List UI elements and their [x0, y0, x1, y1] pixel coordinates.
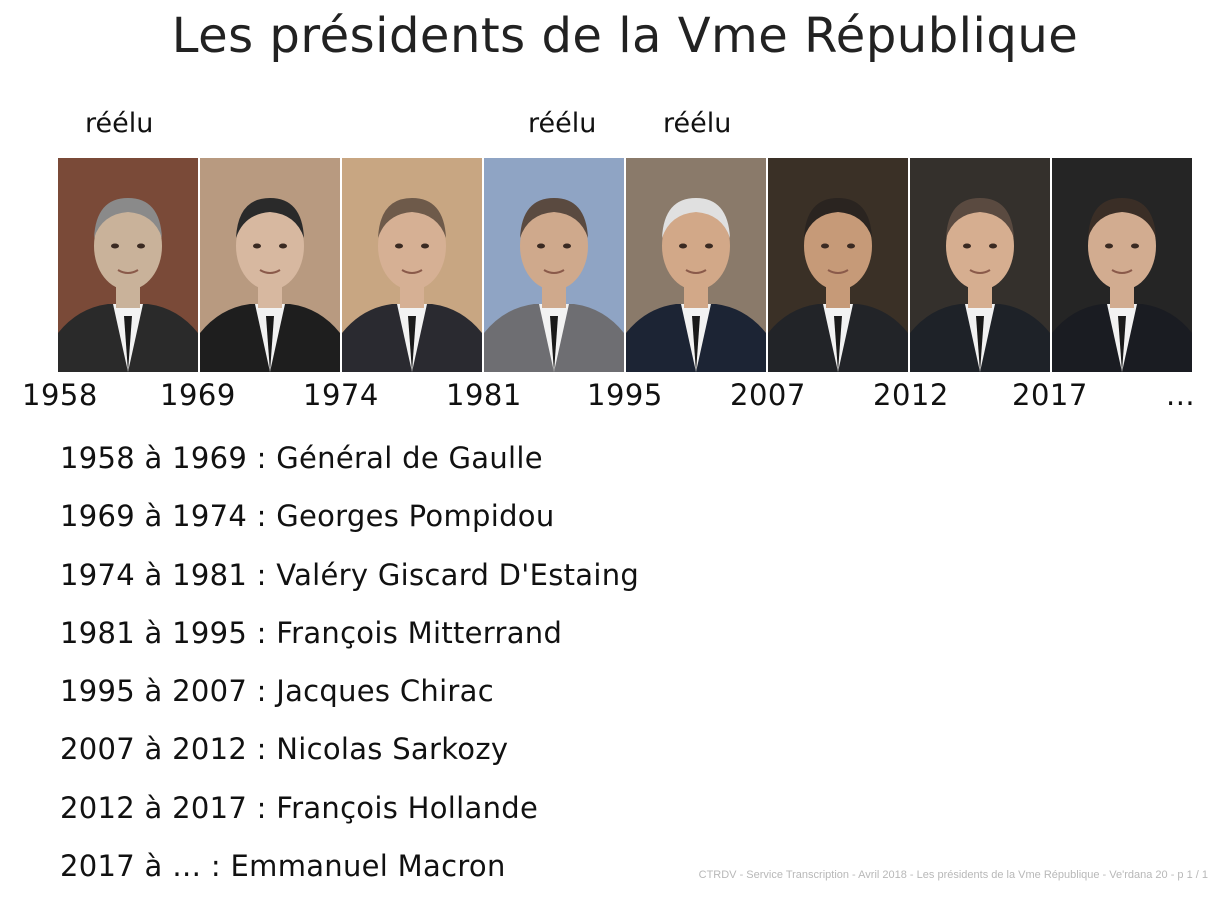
year-label: 1974 — [303, 378, 379, 412]
year-label: 1969 — [160, 378, 236, 412]
list-item: 2012 à 2017 : François Hollande — [60, 790, 539, 825]
reelu-label-chirac: réélu — [663, 108, 732, 139]
portrait-hollande-icon — [910, 158, 1050, 372]
list-item: 1974 à 1981 : Valéry Giscard D'Estaing — [60, 557, 640, 592]
reelu-label-mitterrand: réélu — [528, 108, 597, 139]
year-label-ellipsis: ... — [1166, 378, 1196, 412]
year-label: 2007 — [730, 378, 806, 412]
list-item: 1958 à 1969 : Général de Gaulle — [60, 441, 543, 475]
presidents-photo-strip — [58, 158, 1192, 372]
year-label: 2012 — [873, 378, 949, 412]
year-label: 1981 — [446, 378, 522, 412]
portrait-sarkozy-icon — [768, 158, 908, 372]
portrait-macron-icon — [1052, 158, 1192, 372]
list-item: 2007 à 2012 : Nicolas Sarkozy — [60, 732, 509, 767]
portrait-giscard-icon — [342, 158, 482, 372]
portrait-chirac-icon — [626, 158, 766, 372]
list-item: 2017 à … : Emmanuel Macron — [60, 849, 506, 884]
list-item: 1969 à 1974 : Georges Pompidou — [60, 499, 555, 534]
portrait-de-gaulle-icon — [58, 158, 198, 372]
portrait-pompidou-icon — [200, 158, 340, 372]
presidents-list: 1958 à 1969 : Général de Gaulle 1969 à 1… — [60, 438, 639, 904]
page-title: Les présidents de la Vme République — [171, 8, 1079, 64]
year-label: 2017 — [1012, 378, 1088, 412]
reelu-label-de-gaulle: réélu — [85, 108, 154, 139]
list-item: 1981 à 1995 : François Mitterrand — [60, 615, 563, 650]
year-label: 1995 — [587, 378, 663, 412]
footer-note: CTRDV - Service Transcription - Avril 20… — [698, 869, 1208, 881]
list-item: 1995 à 2007 : Jacques Chirac — [60, 674, 494, 709]
portrait-mitterrand-icon — [484, 158, 624, 372]
year-label: 1958 — [22, 378, 98, 412]
